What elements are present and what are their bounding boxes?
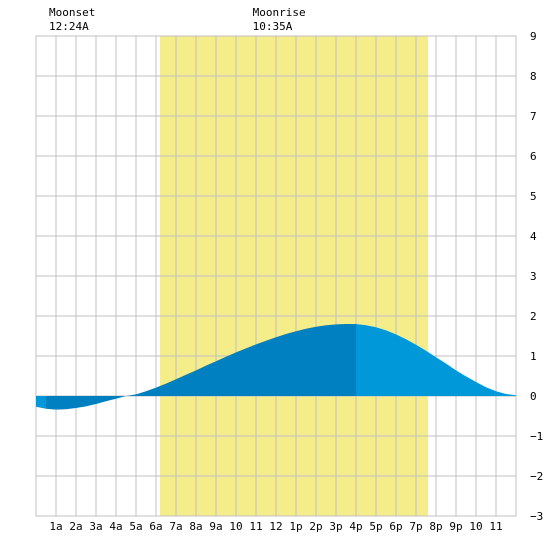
tide-area-rising: [46, 324, 356, 410]
y-tick-label: 3: [530, 270, 537, 283]
y-tick-label: 1: [530, 350, 537, 363]
x-tick-label: 8a: [189, 520, 202, 533]
x-tick-label: 10: [469, 520, 482, 533]
x-tick-label: 6a: [149, 520, 162, 533]
moon-event-time: 10:35A: [253, 20, 293, 33]
tide-area-falling: [356, 324, 516, 396]
x-tick-label: 6p: [389, 520, 402, 533]
x-tick-label: 8p: [429, 520, 442, 533]
x-tick-label: 1a: [49, 520, 62, 533]
y-tick-label: 9: [530, 30, 537, 43]
x-tick-label: 4p: [349, 520, 362, 533]
x-tick-label: 12: [269, 520, 282, 533]
y-tick-label: 5: [530, 190, 537, 203]
y-tick-label: −2: [530, 470, 543, 483]
x-tick-label: 9a: [209, 520, 222, 533]
x-tick-label: 7p: [409, 520, 422, 533]
x-tick-label: 2p: [309, 520, 322, 533]
moon-event-title: Moonrise: [253, 6, 306, 19]
moon-event-time: 12:24A: [49, 20, 89, 33]
x-tick-label: 11: [489, 520, 502, 533]
moon-event-title: Moonset: [49, 6, 95, 19]
y-tick-label: 8: [530, 70, 537, 83]
x-tick-label: 5p: [369, 520, 382, 533]
y-tick-label: 6: [530, 150, 537, 163]
y-tick-label: 4: [530, 230, 537, 243]
tide-area-falling: [36, 396, 46, 409]
x-tick-label: 4a: [109, 520, 122, 533]
y-tick-label: 2: [530, 310, 537, 323]
x-tick-label: 2a: [69, 520, 82, 533]
x-tick-label: 9p: [449, 520, 462, 533]
x-tick-label: 5a: [129, 520, 142, 533]
x-tick-label: 1p: [289, 520, 302, 533]
x-tick-label: 10: [229, 520, 242, 533]
x-tick-label: 11: [249, 520, 262, 533]
x-tick-label: 7a: [169, 520, 182, 533]
x-tick-label: 3p: [329, 520, 342, 533]
y-tick-label: −1: [530, 430, 543, 443]
y-tick-label: 0: [530, 390, 537, 403]
y-tick-label: −3: [530, 510, 543, 523]
y-tick-label: 7: [530, 110, 537, 123]
x-tick-label: 3a: [89, 520, 102, 533]
